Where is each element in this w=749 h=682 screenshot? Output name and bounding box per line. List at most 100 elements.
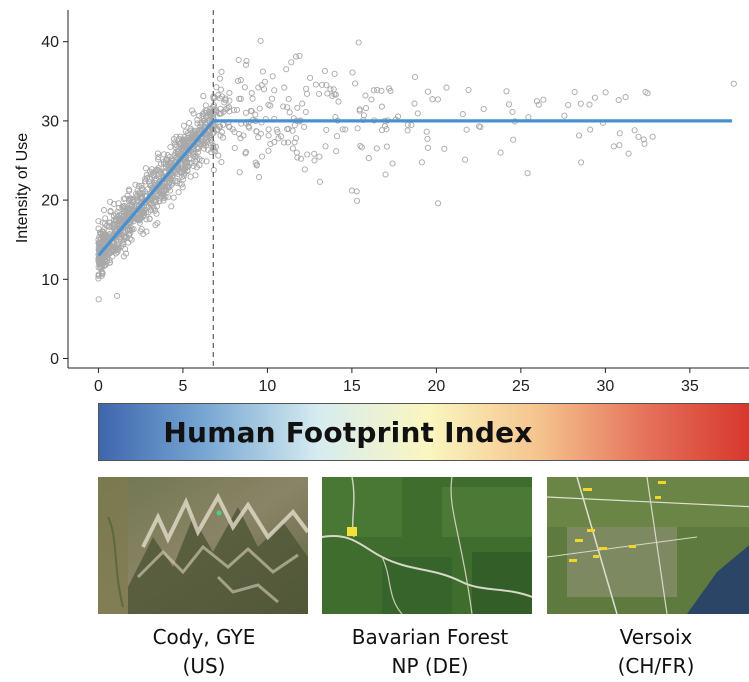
data-point	[533, 98, 540, 105]
human-footprint-color-bar: Human Footprint Index	[98, 403, 749, 461]
data-point	[318, 81, 326, 88]
data-point	[497, 149, 504, 156]
data-point	[459, 111, 466, 118]
data-point	[99, 270, 106, 277]
data-point	[113, 292, 121, 299]
data-point	[311, 150, 318, 157]
data-point	[610, 143, 617, 150]
data-point	[268, 95, 276, 102]
data-point	[189, 107, 196, 114]
data-point	[147, 171, 154, 178]
data-point	[168, 166, 175, 173]
data-point	[441, 145, 448, 152]
data-point	[292, 135, 300, 142]
data-point	[622, 94, 629, 101]
data-point	[327, 86, 334, 93]
data-point	[331, 70, 338, 77]
site-caption-cody: Cody, GYE (US)	[84, 623, 324, 681]
data-point	[107, 207, 114, 214]
x-tick-label: 10	[259, 378, 277, 395]
data-point	[294, 154, 301, 161]
data-point	[218, 158, 225, 166]
data-point	[322, 143, 329, 150]
data-point	[197, 140, 204, 147]
data-point	[248, 108, 255, 115]
data-point	[143, 216, 150, 223]
data-point	[616, 130, 623, 137]
data-point	[180, 122, 187, 129]
data-point	[261, 78, 268, 85]
data-point	[95, 271, 103, 278]
data-point	[229, 126, 236, 133]
data-point	[339, 126, 346, 133]
data-point	[256, 105, 263, 112]
data-point	[95, 296, 102, 303]
data-point	[107, 198, 114, 205]
data-point	[218, 68, 225, 75]
data-point	[411, 73, 419, 81]
data-point	[354, 125, 361, 132]
data-point	[209, 130, 216, 137]
data-point	[286, 109, 293, 116]
data-point	[408, 121, 415, 129]
data-point	[160, 191, 167, 198]
data-point	[285, 95, 292, 103]
data-point	[133, 216, 140, 223]
data-point	[649, 133, 656, 140]
data-point	[187, 173, 194, 180]
data-point	[115, 245, 122, 252]
data-point	[503, 88, 510, 95]
data-point	[443, 84, 450, 91]
data-point	[128, 236, 135, 243]
data-point	[190, 110, 197, 117]
data-point	[365, 155, 372, 162]
data-point	[378, 127, 386, 134]
data-point	[179, 145, 186, 152]
data-point	[248, 90, 255, 97]
data-point	[193, 152, 200, 160]
site-caption-line2: (CH/FR)	[617, 654, 695, 678]
data-point	[174, 151, 182, 158]
data-point	[156, 198, 163, 205]
y-tick-label: 10	[41, 272, 59, 289]
data-point	[265, 147, 272, 154]
data-point	[394, 113, 402, 120]
data-point	[137, 228, 144, 235]
data-point	[141, 188, 149, 195]
data-point	[237, 77, 244, 84]
data-point	[358, 144, 365, 151]
data-point	[292, 53, 300, 60]
data-point	[241, 84, 248, 91]
data-point	[587, 126, 594, 133]
data-point	[278, 133, 285, 140]
data-point	[565, 101, 572, 109]
data-point	[631, 127, 638, 134]
data-point	[374, 86, 381, 93]
data-point	[217, 86, 225, 93]
data-point	[164, 159, 171, 166]
data-point	[378, 103, 385, 110]
data-point	[102, 215, 109, 222]
data-point	[157, 160, 165, 167]
data-point	[168, 181, 175, 189]
y-axis-title: Intensity of Use	[14, 133, 31, 243]
data-point	[100, 207, 108, 214]
data-point	[577, 100, 584, 107]
data-point	[524, 170, 531, 177]
data-point	[199, 112, 206, 119]
data-point	[259, 68, 266, 75]
data-point	[184, 130, 191, 137]
data-point	[429, 96, 436, 103]
data-point	[126, 227, 133, 234]
data-point	[203, 107, 210, 114]
data-point	[182, 128, 189, 135]
data-point	[99, 219, 106, 226]
data-point	[316, 153, 323, 160]
data-point	[348, 187, 355, 194]
data-point	[168, 203, 175, 210]
data-point	[424, 144, 431, 151]
data-point	[112, 217, 119, 224]
data-point	[368, 96, 375, 103]
data-point	[200, 93, 207, 100]
data-point	[281, 84, 288, 91]
